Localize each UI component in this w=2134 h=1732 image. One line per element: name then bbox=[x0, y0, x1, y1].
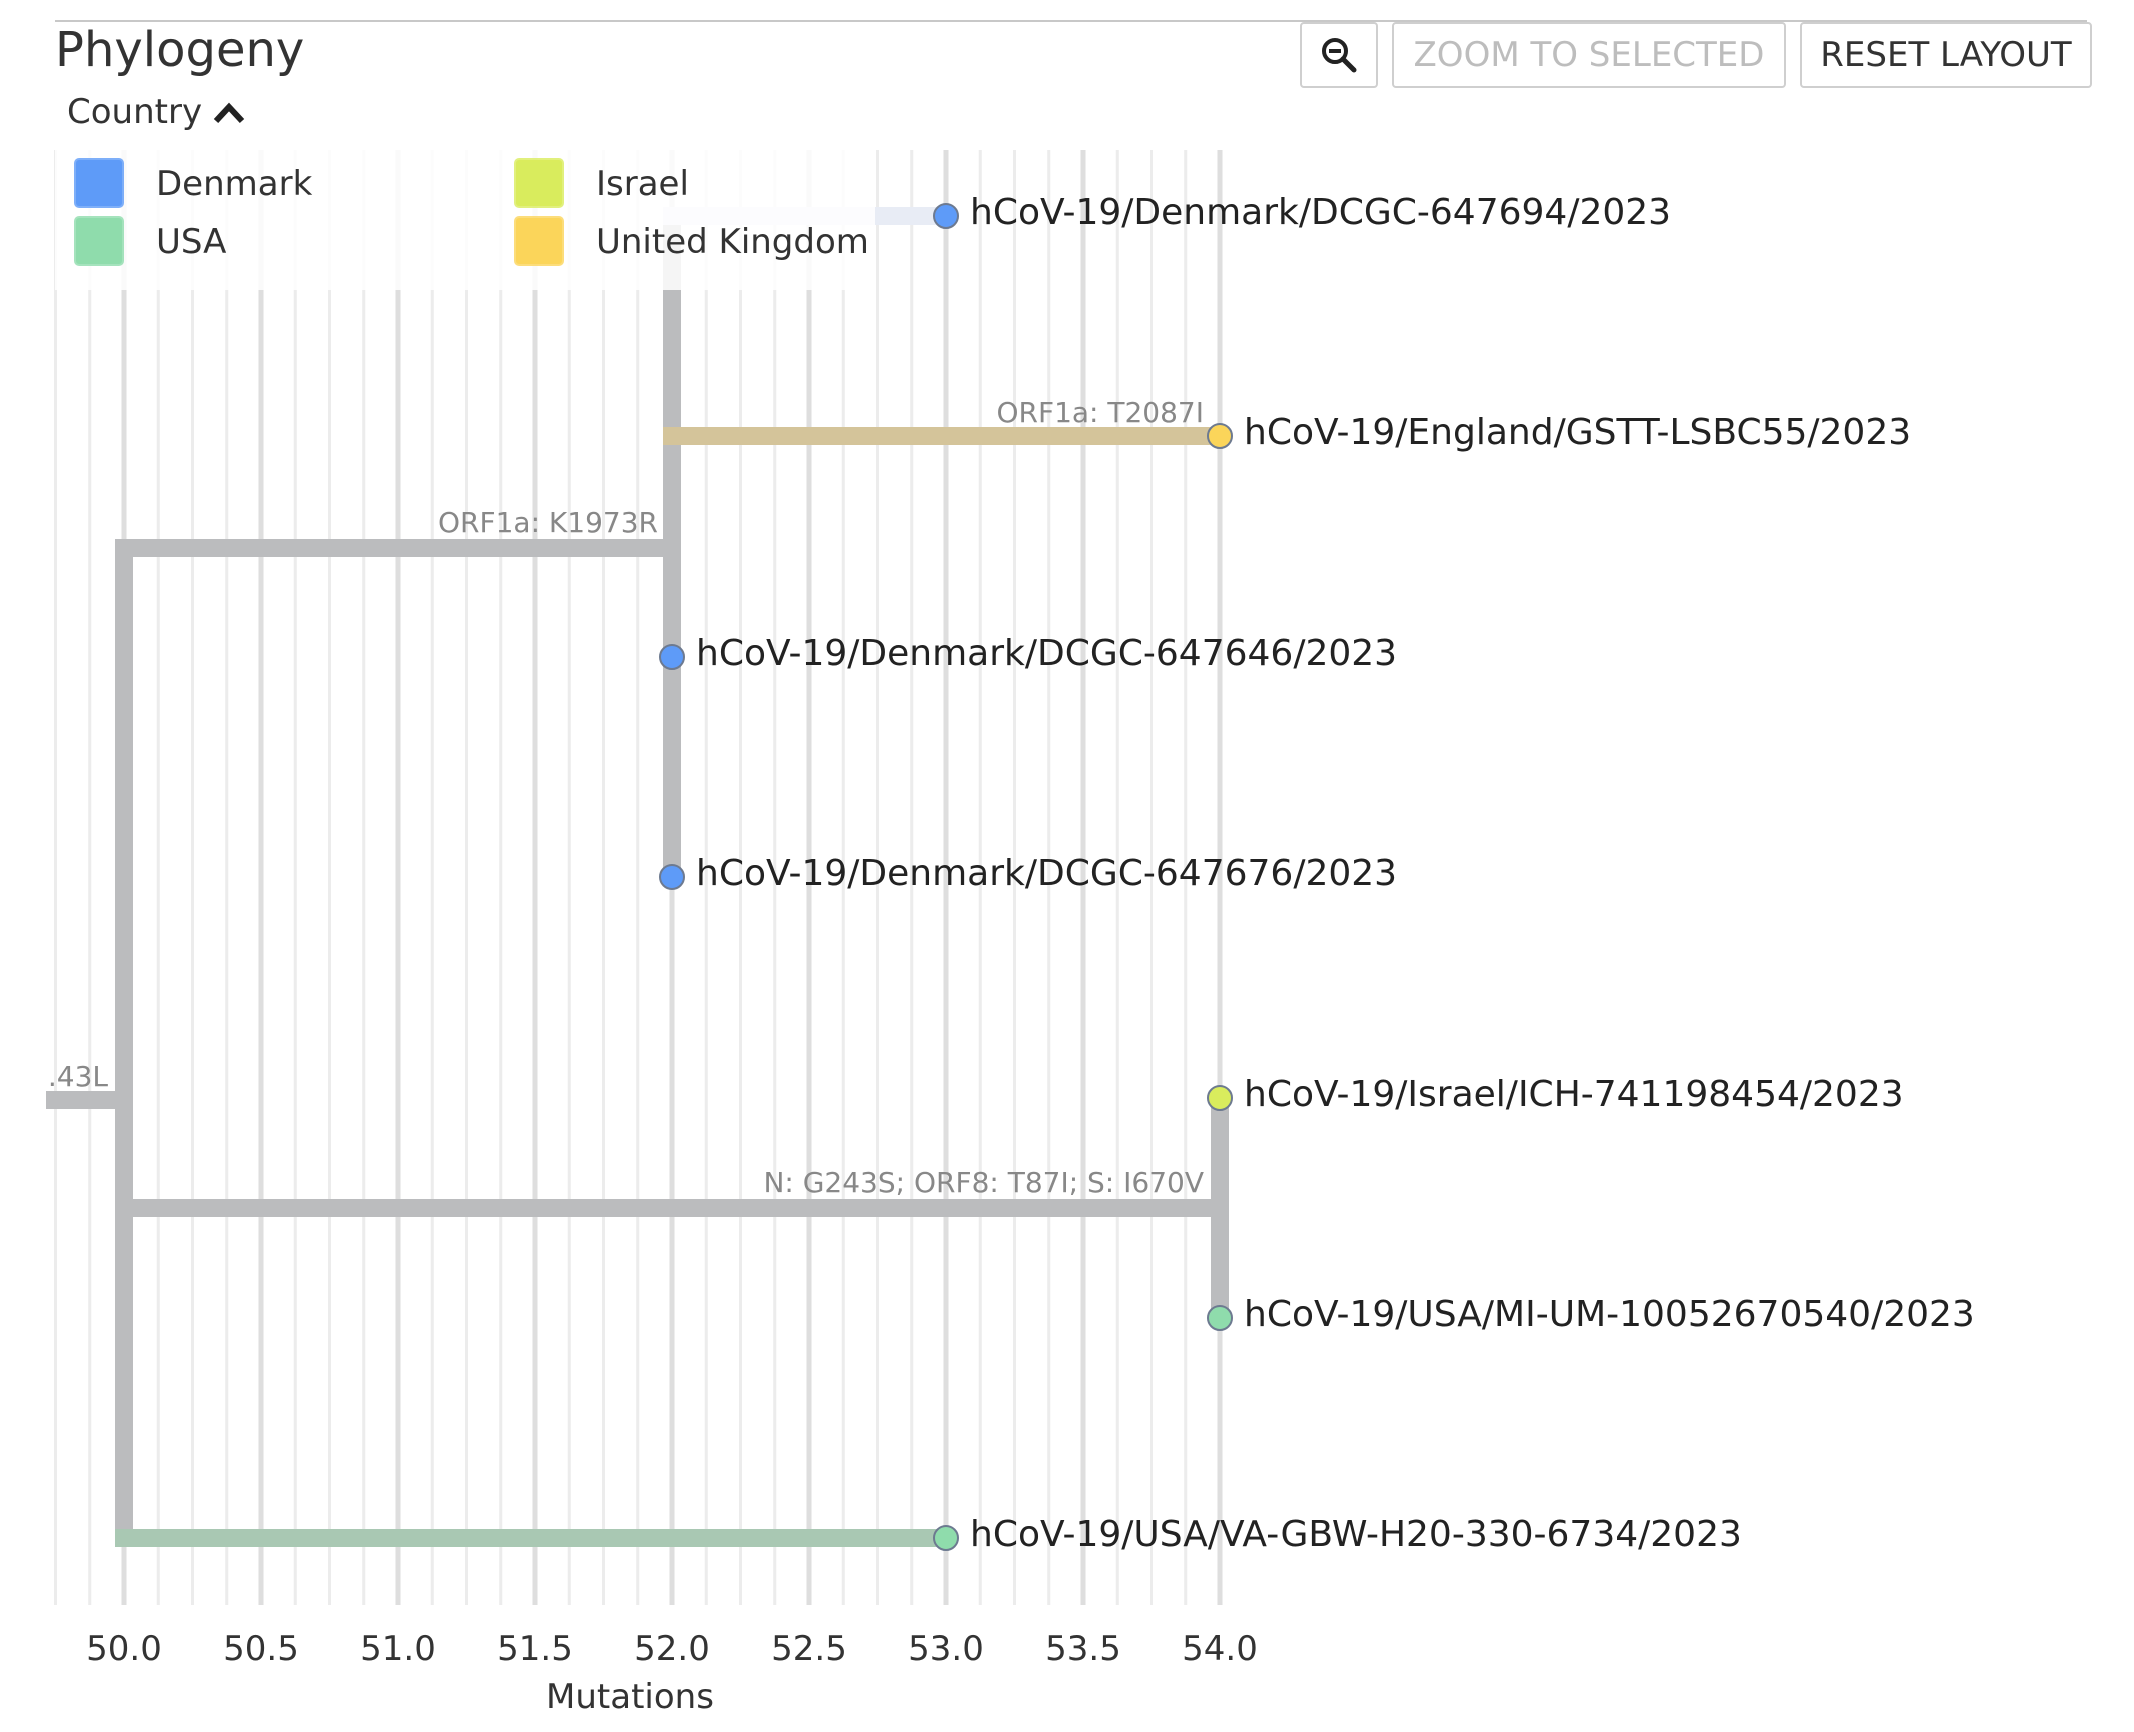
tip-label[interactable]: hCoV-19/Denmark/DCGC-647694/2023 bbox=[970, 192, 1671, 233]
x-tick-label: 53.0 bbox=[908, 1629, 984, 1669]
legend-label: Denmark bbox=[156, 164, 313, 204]
x-axis-label: Mutations bbox=[546, 1677, 714, 1717]
x-tick-label: 52.5 bbox=[771, 1629, 847, 1669]
mutation-label: ORF1a: T2087I bbox=[996, 396, 1204, 429]
legend-background bbox=[55, 150, 875, 290]
legend-label: Israel bbox=[596, 164, 689, 204]
tip-node[interactable] bbox=[1207, 423, 1233, 449]
mutation-label: .43L bbox=[48, 1060, 109, 1093]
legend-swatch bbox=[514, 158, 564, 208]
zoom-to-selected-button[interactable]: ZOOM TO SELECTED bbox=[1392, 22, 1786, 88]
magnifier-minus-icon bbox=[1322, 38, 1357, 73]
tip-node[interactable] bbox=[659, 864, 685, 890]
tip-node[interactable] bbox=[1207, 1085, 1233, 1111]
legend-label: USA bbox=[156, 222, 226, 262]
tip-label[interactable]: hCoV-19/England/GSTT-LSBC55/2023 bbox=[1244, 412, 1911, 453]
page-title: Phylogeny bbox=[55, 22, 305, 78]
reset-layout-button[interactable]: RESET LAYOUT bbox=[1800, 22, 2092, 88]
x-tick-label: 50.0 bbox=[86, 1629, 162, 1669]
tip-node[interactable] bbox=[933, 1525, 959, 1551]
tip-label[interactable]: hCoV-19/USA/MI-UM-10052670540/2023 bbox=[1244, 1294, 1975, 1335]
x-tick-label: 50.5 bbox=[223, 1629, 299, 1669]
legend-swatch bbox=[74, 216, 124, 266]
x-tick-label: 51.5 bbox=[497, 1629, 573, 1669]
mutation-label: N: G243S; ORF8: T87I; S: I670V bbox=[763, 1166, 1204, 1199]
tip-node[interactable] bbox=[659, 644, 685, 670]
x-tick-label: 51.0 bbox=[360, 1629, 436, 1669]
tip-label[interactable]: hCoV-19/Israel/ICH-741198454/2023 bbox=[1244, 1074, 1904, 1115]
legend-title: Country bbox=[67, 92, 203, 132]
header-divider bbox=[55, 20, 2087, 22]
x-tick-label: 54.0 bbox=[1182, 1629, 1258, 1669]
tip-node[interactable] bbox=[1207, 1305, 1233, 1331]
legend-label: United Kingdom bbox=[596, 222, 869, 262]
tip-label[interactable]: hCoV-19/Denmark/DCGC-647676/2023 bbox=[696, 853, 1397, 894]
x-tick-label: 53.5 bbox=[1045, 1629, 1121, 1669]
tip-label[interactable]: hCoV-19/USA/VA-GBW-H20-330-6734/2023 bbox=[970, 1514, 1742, 1555]
chevron-up-icon bbox=[213, 102, 245, 124]
mutation-label: ORF1a: K1973R bbox=[438, 506, 658, 539]
legend-toggle[interactable]: Country bbox=[67, 92, 246, 132]
zoom-out-button[interactable] bbox=[1300, 22, 1378, 88]
tip-node[interactable] bbox=[933, 203, 959, 229]
legend-swatch bbox=[514, 216, 564, 266]
legend-swatch bbox=[74, 158, 124, 208]
x-tick-label: 52.0 bbox=[634, 1629, 710, 1669]
tip-label[interactable]: hCoV-19/Denmark/DCGC-647646/2023 bbox=[696, 633, 1397, 674]
